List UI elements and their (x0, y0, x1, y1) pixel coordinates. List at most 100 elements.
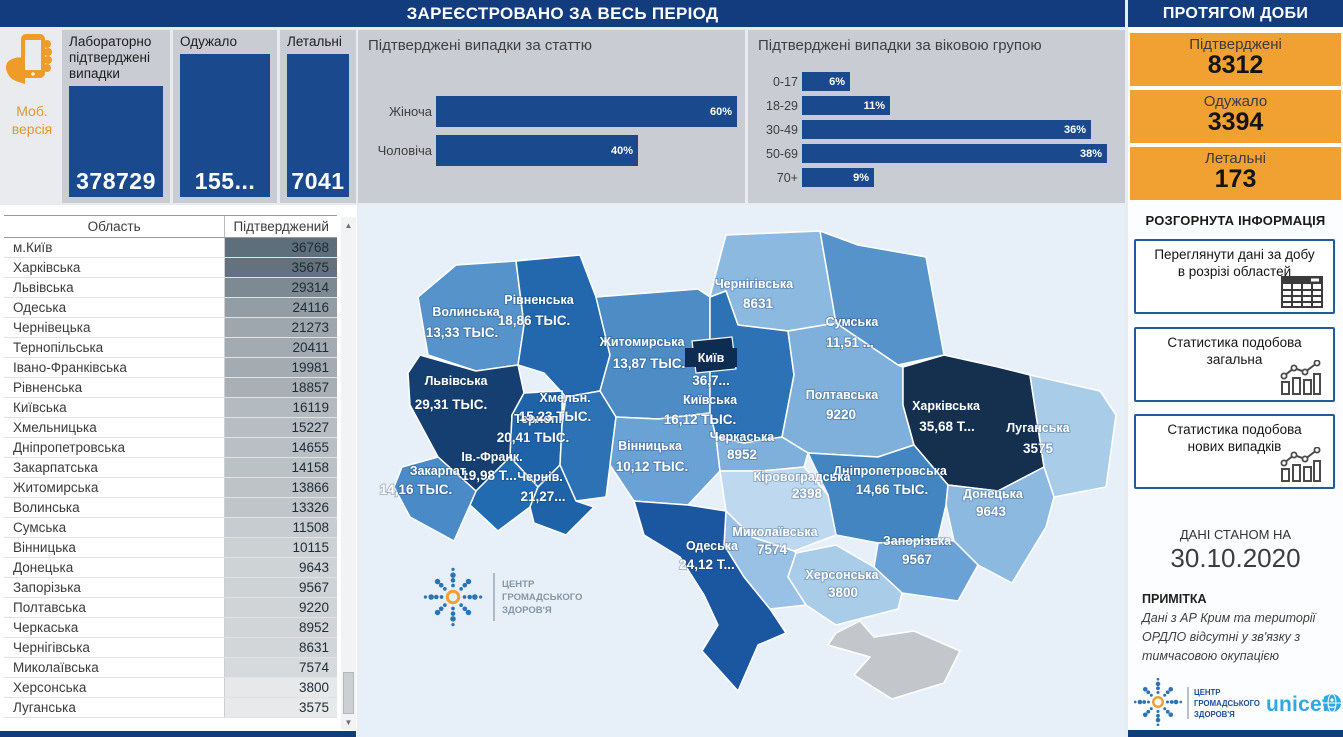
table-row[interactable]: Миколаївська 7574 (4, 658, 337, 678)
map-label-luhansk: Луганська (1006, 421, 1070, 435)
table-row[interactable]: Чернігівська 8631 (4, 638, 337, 658)
table-row[interactable]: Полтавська 9220 (4, 598, 337, 618)
table-cell-oblast: Чернігівська (4, 638, 226, 657)
ukraine-map: Київ 36,7... Чернігівська 8631 Сумська 11,51 … (358, 205, 1125, 737)
table-row[interactable]: м.Київ 36768 (4, 238, 337, 258)
map-label-odesa: Одеська (686, 539, 739, 553)
age-bar-row: 18-29 11% (756, 96, 1117, 115)
map-region-donetsk[interactable] (945, 466, 1055, 584)
age-bar-row: 50-69 38% (756, 144, 1117, 163)
gender-bar-value: 40% (610, 144, 633, 157)
table-row[interactable]: Рівненська 18857 (4, 378, 337, 398)
table-row[interactable]: Донецька 9643 (4, 558, 337, 578)
bottom-bar-left (0, 731, 356, 737)
gender-bar[interactable]: 40% (436, 135, 638, 166)
table-scrollbar[interactable]: ▲ ▼ (341, 217, 356, 730)
daily-title: ПРОТЯГОМ ДОБИ (1162, 4, 1309, 22)
map-value-odesa: 24,12 Т... (679, 557, 735, 572)
age-bar[interactable]: 36% (802, 120, 1091, 139)
total-card-2[interactable]: Летальні 7041 (280, 30, 356, 203)
table-row[interactable]: Луганська 3575 (4, 698, 337, 718)
svg-text:ГРОМАДСЬКОГО: ГРОМАДСЬКОГО (1194, 699, 1260, 708)
scrollbar-thumb[interactable] (343, 672, 354, 714)
table-row[interactable]: Київська 16119 (4, 398, 337, 418)
daily-card-value: 8312 (1207, 51, 1264, 79)
info-button-2[interactable]: Статистика подобова нових випадків (1134, 414, 1335, 489)
total-card-bar: 378729 (69, 85, 163, 197)
info-button-0[interactable]: Переглянути дані за добу в розрізі облас… (1134, 239, 1335, 314)
table-row[interactable]: Львівська 29314 (4, 278, 337, 298)
mobile-phone-icon (6, 34, 52, 84)
table-row[interactable]: Житомирська 13866 (4, 478, 337, 498)
map-label-kharkiv: Харківська (912, 399, 981, 413)
map-label-vinnytsia: Вінницька (618, 439, 683, 453)
table-cell-oblast: Луганська (4, 698, 226, 717)
total-card-1[interactable]: Одужало 155... (173, 30, 277, 203)
mobile-version-block[interactable]: Моб. версія (4, 32, 60, 202)
age-chart-title: Підтверджені випадки за віковою групою (758, 37, 1042, 54)
age-bar-label: 30-49 (766, 122, 798, 137)
table-row[interactable]: Харківська 35675 (4, 258, 337, 278)
table-cell-oblast: Вінницька (4, 538, 226, 557)
age-bar[interactable]: 9% (802, 168, 874, 187)
gender-bar[interactable]: 60% (436, 96, 737, 127)
map-region-odesa[interactable] (633, 500, 787, 692)
registered-period-header: ЗАРЕЄСТРОВАНО ЗА ВЕСЬ ПЕРІОД (0, 0, 1125, 27)
table-row[interactable]: Черкаська 8952 (4, 618, 337, 638)
table-cell-oblast: Запорізька (4, 578, 226, 597)
table-cell-confirmed: 14655 (225, 438, 337, 457)
expanded-info-title: РОЗГОРНУТА ІНФОРМАЦІЯ (1145, 213, 1326, 228)
table-cell-confirmed: 7574 (225, 658, 337, 677)
map-value-chernivtsi: 21,27... (520, 489, 565, 504)
table-header-row: Область Підтверджений (4, 215, 337, 238)
table-cell-confirmed: 35675 (225, 258, 337, 277)
map-value-kherson: 3800 (828, 585, 858, 600)
table-cell-oblast: Тернопільська (4, 338, 226, 357)
age-bar[interactable]: 11% (802, 96, 890, 115)
total-card-0[interactable]: Лабораторно підтверджені випадки 378729 (62, 30, 170, 203)
scroll-down-arrow[interactable]: ▼ (344, 717, 353, 727)
table-row[interactable]: Одеська 24116 (4, 298, 337, 318)
map-label-kirovohrad: Кіровоградська (754, 470, 852, 484)
scroll-up-arrow[interactable]: ▲ (344, 220, 353, 230)
map-region-zakarpattia[interactable] (393, 456, 477, 542)
table-row[interactable]: Закарпатська 14158 (4, 458, 337, 478)
daily-card-0: Підтверджені 8312 (1130, 33, 1341, 86)
table-row[interactable]: Сумська 11508 (4, 518, 337, 538)
map-region-chernivtsi[interactable] (529, 464, 595, 536)
table-row[interactable]: Чернівецька 21273 (4, 318, 337, 338)
total-card-bar: 7041 (287, 53, 349, 197)
oblast-table: Область Підтверджений м.Київ 36768 Харків… (0, 205, 357, 737)
info-button-label: Статистика подобова загальна (1167, 335, 1302, 367)
table-cell-confirmed: 13866 (225, 478, 337, 497)
info-button-1[interactable]: Статистика подобова загальна (1134, 327, 1335, 402)
table-cell-oblast: Волинська (4, 498, 226, 517)
table-cell-oblast: Івано-Франківська (4, 358, 226, 377)
map-label-ternopil: Терноп. (514, 412, 562, 426)
table-row[interactable]: Волинська 13326 (4, 498, 337, 518)
table-icon (1281, 276, 1323, 308)
table-row[interactable]: Хмельницька 15227 (4, 418, 337, 438)
table-row[interactable]: Херсонська 3800 (4, 678, 337, 698)
svg-text:ЦЕНТР: ЦЕНТР (1194, 688, 1221, 697)
map-label-volyn: Волинська (432, 305, 500, 319)
map-region-kherson[interactable] (787, 544, 903, 626)
column-header-oblast[interactable]: Область (87, 219, 141, 234)
age-bar[interactable]: 38% (802, 144, 1107, 163)
svg-text:ЦЕНТР: ЦЕНТР (502, 579, 535, 590)
table-row[interactable]: Тернопільська 20411 (4, 338, 337, 358)
map-region-crimea[interactable] (827, 620, 961, 700)
table-row[interactable]: Дніпропетровська 14655 (4, 438, 337, 458)
age-bar-value: 9% (853, 171, 869, 184)
unicef-logo: unicef (1266, 693, 1341, 716)
column-header-confirmed[interactable]: Підтверджений (224, 216, 337, 237)
age-bar[interactable]: 6% (802, 72, 850, 91)
table-row[interactable]: Вінницька 10115 (4, 538, 337, 558)
table-row[interactable]: Івано-Франківська 19981 (4, 358, 337, 378)
table-cell-oblast: м.Київ (4, 238, 226, 257)
table-row[interactable]: Запорізька 9567 (4, 578, 337, 598)
map-region-khmelnytskyi[interactable] (559, 390, 617, 502)
svg-text:ЗДОРОВ'Я: ЗДОРОВ'Я (1194, 710, 1235, 719)
age-bar-label: 70+ (776, 170, 798, 185)
